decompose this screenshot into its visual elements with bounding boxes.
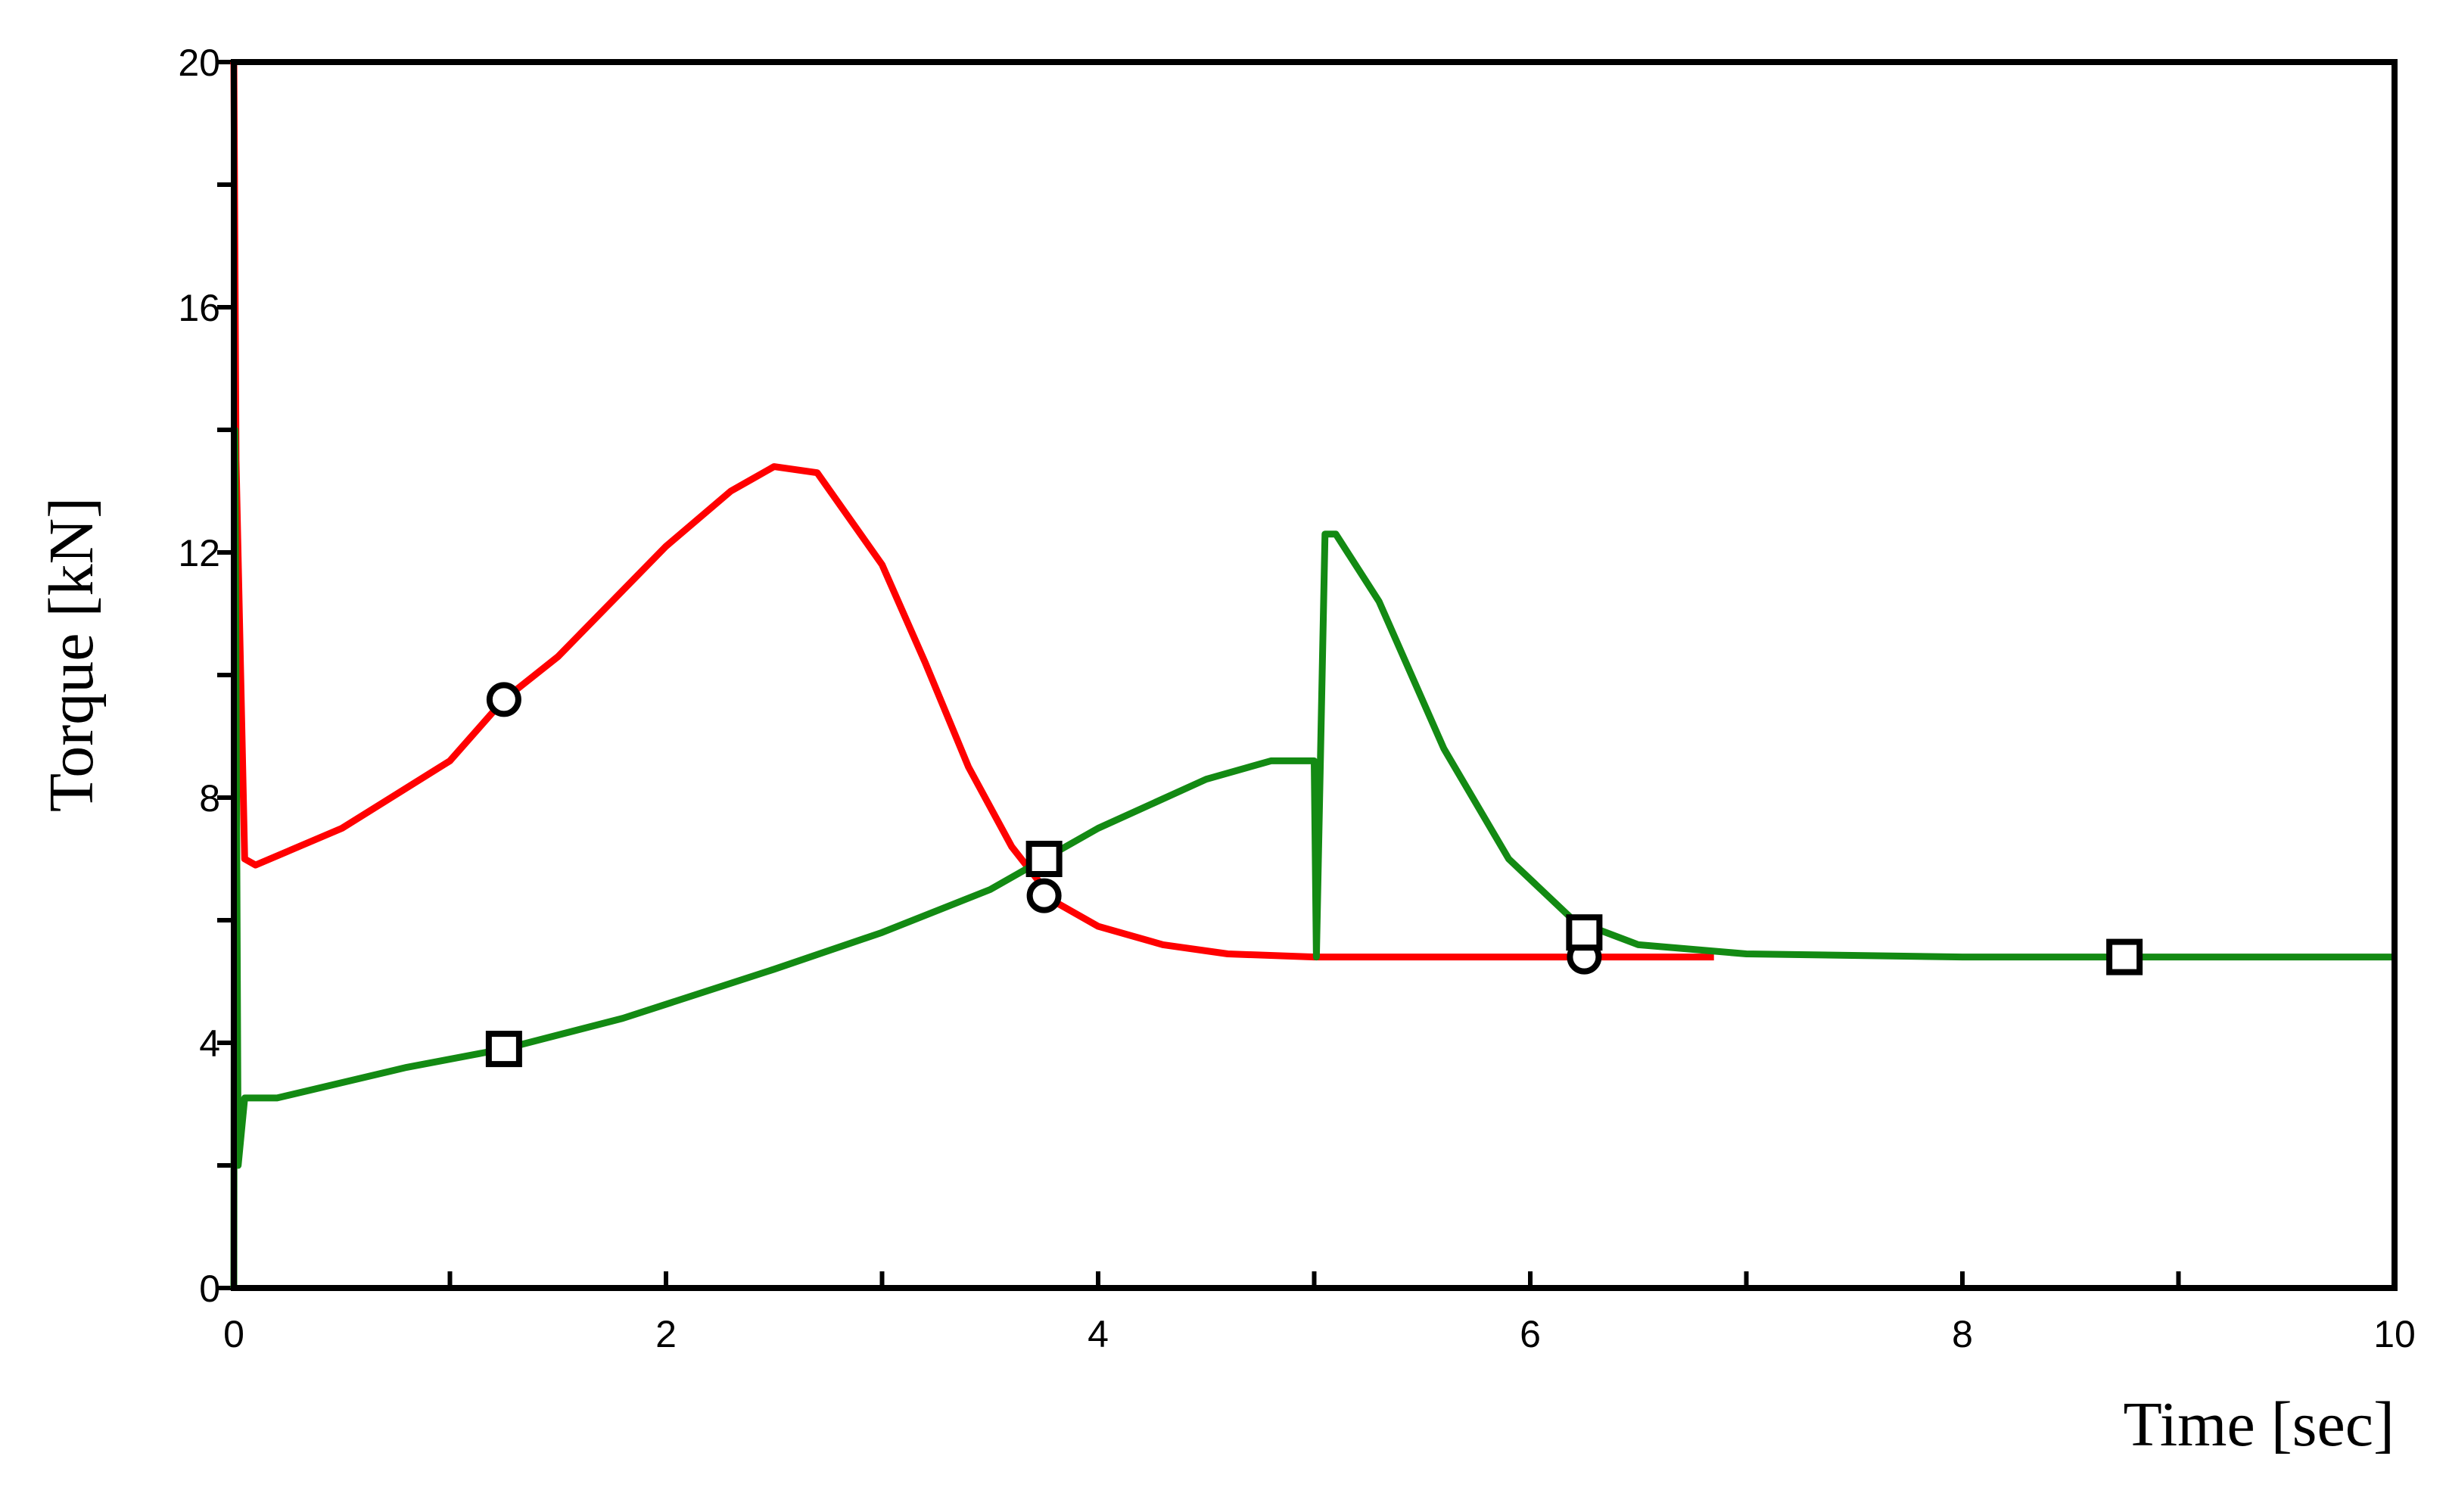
square-marker (1025, 841, 1063, 877)
y-tick-label: 20 (178, 42, 220, 84)
x-tick-label: 0 (223, 1313, 244, 1355)
y-tick-label: 4 (199, 1022, 220, 1065)
plot-frame (231, 59, 2398, 1291)
y-tick-label: 12 (178, 532, 220, 574)
x-tick-label: 4 (1088, 1313, 1109, 1355)
series-line (230, 426, 2395, 1289)
x-tick-label: 8 (1952, 1313, 1973, 1355)
square-marker (485, 1031, 522, 1068)
x-tick-label: 6 (1520, 1313, 1541, 1355)
x-tick-label: 2 (655, 1313, 677, 1355)
y-axis-label: Torque [kN] (36, 497, 107, 812)
square-marker (2106, 938, 2143, 975)
x-tick-label: 10 (2373, 1313, 2416, 1355)
circle-marker (486, 682, 521, 717)
circle-marker (1026, 878, 1062, 913)
y-tick-label: 0 (199, 1268, 220, 1310)
y-tick-label: 8 (199, 777, 220, 820)
y-tick-label: 16 (178, 287, 220, 329)
series-line (230, 61, 1714, 961)
x-axis-label: Time [sec] (2123, 1389, 2395, 1460)
square-marker (1566, 914, 1603, 951)
